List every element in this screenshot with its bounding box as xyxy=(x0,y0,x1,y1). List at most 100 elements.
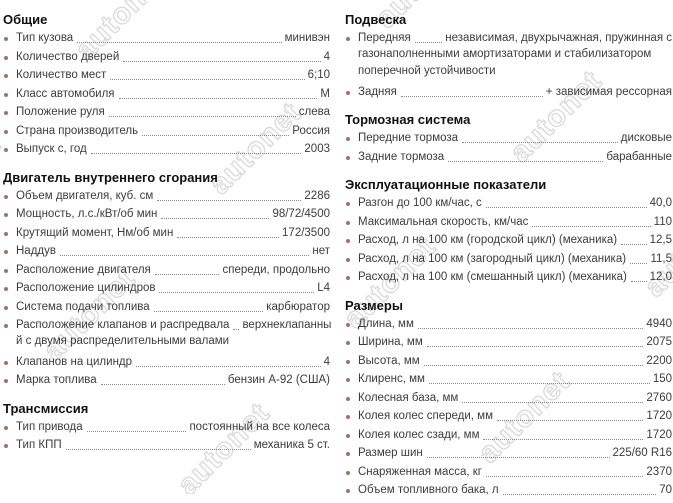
spec-value: 6;10 xyxy=(307,69,330,81)
spec-row-line: Тип КПП механика 5 ст. xyxy=(3,439,330,452)
spec-row: Размер шин 225/60 R16 xyxy=(345,447,672,460)
bullet-icon xyxy=(346,433,350,438)
spec-row-line: Ширина, мм 2075 xyxy=(345,336,672,349)
spec-label: Крутящий момент, Нм/об мин xyxy=(16,226,174,239)
dotted-leader xyxy=(233,329,240,330)
bullet-icon xyxy=(346,276,350,280)
bullet-icon xyxy=(4,360,8,365)
spec-value: 172/3500 xyxy=(282,226,330,239)
spec-label: Разгон до 100 км/час, с xyxy=(358,197,482,209)
spec-row-line: Задние тормоза барабанные xyxy=(345,151,672,164)
spec-label: Объем топливного бака, л xyxy=(358,484,499,496)
bullet-icon xyxy=(4,111,8,115)
bullet-icon xyxy=(346,452,350,456)
dotted-leader xyxy=(86,430,187,432)
bullet-icon xyxy=(4,148,8,152)
dotted-leader xyxy=(100,384,225,385)
bullet-icon xyxy=(4,268,8,273)
section-title: Размеры xyxy=(345,297,403,313)
spec-row-line: Расположение двигателя спереди, продольн… xyxy=(3,264,330,277)
spec-value: нет xyxy=(312,245,330,257)
spec-row-line: Крутящий момент, Нм/об мин 172/3500 xyxy=(3,227,330,240)
spec-label: Тип кузова xyxy=(16,32,74,44)
spec-row: Расход, л на 100 км (загородный цикл) (м… xyxy=(345,253,672,266)
spec-row-line: Расход, л на 100 км (загородный цикл) (м… xyxy=(345,253,672,266)
spec-value: 2760 xyxy=(646,391,672,404)
spec-value: верхнеклапанны xyxy=(242,319,332,331)
spec-row: Расход, л на 100 км (смешанный цикл) (ме… xyxy=(345,271,672,284)
dotted-leader xyxy=(621,244,647,245)
spec-row-line: Наддув нет xyxy=(3,245,330,258)
spec-row: Тип КПП механика 5 ст. xyxy=(3,439,330,452)
spec-label: Длина, мм xyxy=(358,317,414,330)
spec-row: Максимальная скорость, км/час 110 xyxy=(345,216,672,229)
spec-row-line: Система подачи топлива карбюратор xyxy=(3,301,330,314)
spec-label: Мощность, л.с./кВт/об мин xyxy=(16,208,158,220)
bullet-icon xyxy=(4,305,8,310)
spec-row: Крутящий момент, Нм/об мин 172/3500 xyxy=(3,227,330,240)
dotted-leader xyxy=(426,346,644,347)
spec-value: 4940 xyxy=(646,317,672,330)
spec-value: Россия xyxy=(292,124,330,137)
bullet-icon xyxy=(346,470,350,475)
spec-label: Страна производитель xyxy=(16,124,139,137)
spec-label: Передняя xyxy=(358,32,411,44)
spec-row: Наддув нет xyxy=(3,245,330,258)
spec-section: Размеры Длина, мм 4940 Ширина, мм 2075 В… xyxy=(345,290,672,498)
spec-row-line: Объем топливного бака, л 70 xyxy=(345,484,672,497)
spec-label: Высота, мм xyxy=(358,354,420,367)
spec-row-line: Колесная база, мм 2760 xyxy=(345,392,672,405)
spec-value: постоянный на все колеса xyxy=(189,420,330,433)
dotted-leader xyxy=(423,364,644,366)
dotted-leader xyxy=(118,97,318,99)
spec-label: Клиренс, мм xyxy=(358,373,425,385)
bullet-icon xyxy=(4,379,8,383)
spec-label: Расположение цилиндров xyxy=(16,282,156,294)
dotted-leader xyxy=(496,420,644,421)
spec-column: Подвеска Передняя независимая, двухрычаж… xyxy=(345,4,672,503)
spec-value: 1720 xyxy=(646,410,672,422)
dotted-leader xyxy=(414,42,443,43)
spec-row: Класс автомобиля М xyxy=(3,88,330,101)
bullet-icon xyxy=(346,359,350,364)
dotted-leader xyxy=(65,449,251,450)
spec-label: Тип КПП xyxy=(16,439,62,451)
spec-label: Снаряженная масса, кг xyxy=(358,465,482,478)
bullet-icon xyxy=(4,74,8,78)
spec-row: Клиренс, мм 150 xyxy=(345,373,672,386)
bullet-icon xyxy=(4,55,8,60)
spec-value: барабанные xyxy=(606,150,672,163)
spec-row-line: Расход, л на 100 км (смешанный цикл) (ме… xyxy=(345,271,672,284)
spec-row-line: Расположение клапанов и распредвала верх… xyxy=(3,319,332,332)
spec-row-line: Разгон до 100 км/час, с 40,0 xyxy=(345,197,672,210)
spec-label: Система подачи топлива xyxy=(16,300,150,313)
spec-row: Колесная база, мм 2760 xyxy=(345,392,672,405)
dotted-leader xyxy=(136,365,321,367)
section-title: Трансмиссия xyxy=(3,400,89,416)
spec-row: Задние тормоза барабанные xyxy=(345,151,672,164)
spec-row: Количество мест 6;10 xyxy=(3,69,330,82)
spec-row-line: Клапанов на цилиндр 4 xyxy=(3,356,330,369)
spec-row: Передняя независимая, двухрычажная, пруж… xyxy=(345,32,672,80)
spec-row: Количество дверей 4 xyxy=(3,51,330,64)
spec-row: Задняя + зависимая рессорная xyxy=(345,86,672,99)
spec-row: Передние тормоза дисковые xyxy=(345,132,672,145)
spec-value: 2075 xyxy=(646,336,672,348)
bullet-icon xyxy=(4,231,8,236)
spec-value: спереди, продольно xyxy=(222,263,330,276)
dotted-leader xyxy=(483,438,644,440)
spec-row: Разгон до 100 км/час, с 40,0 xyxy=(345,197,672,210)
dotted-leader xyxy=(90,153,302,154)
spec-row-line: Передние тормоза дисковые xyxy=(345,132,672,145)
dotted-leader xyxy=(157,199,302,201)
spec-row: Объем двигателя, куб. см 2286 xyxy=(3,190,330,203)
bullet-icon xyxy=(4,129,8,134)
spec-row: Тип кузова минивэн xyxy=(3,32,330,45)
spec-value: независимая, двухрычажная, пружинная с xyxy=(445,32,672,44)
spec-value: 40,0 xyxy=(649,197,672,209)
spec-row-line: Снаряженная масса, кг 2370 xyxy=(345,466,672,479)
dotted-leader xyxy=(428,383,650,384)
bullet-icon xyxy=(4,250,8,254)
